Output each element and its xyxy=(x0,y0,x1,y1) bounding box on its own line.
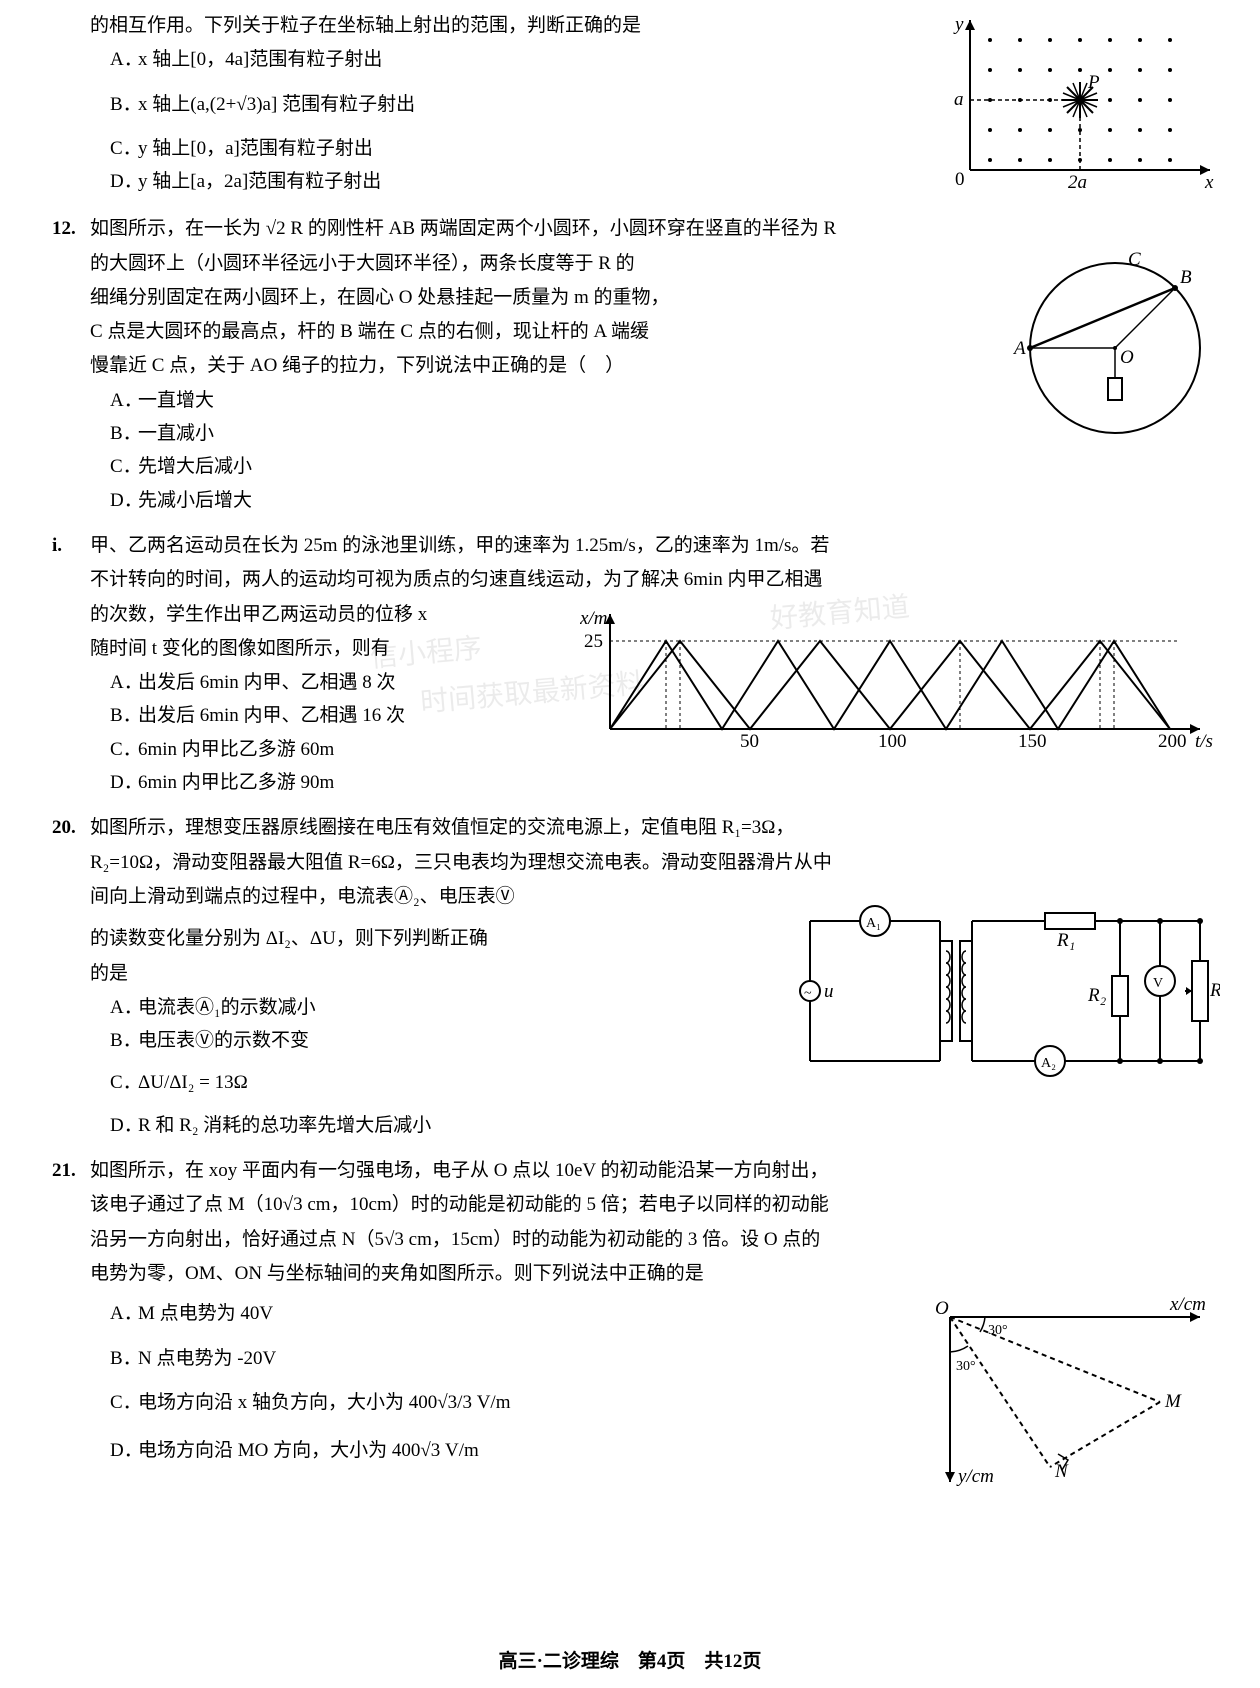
option-text: x 轴上[0，4a]范围有粒子射出 xyxy=(138,49,382,70)
label-o: O xyxy=(1120,347,1134,368)
stem-line: 如图所示，在一长为 √2 R 的刚性杆 AB 两端固定两个小圆环，小圆环穿在竖直… xyxy=(90,213,1220,245)
figure-circle-rod: A C B O xyxy=(1010,248,1220,459)
label-b: B xyxy=(1180,267,1192,288)
x-tick-2a: 2a xyxy=(1068,172,1087,190)
option-d: D．先减小后增大 xyxy=(110,485,1220,517)
x-tick: 100 xyxy=(878,731,907,752)
x-tick: 50 xyxy=(740,731,759,752)
y-axis-label: x/m xyxy=(580,608,607,629)
question-12: 12. 如图所示，在一长为 √2 R 的刚性杆 AB 两端固定两个小圆环，小圆环… xyxy=(90,213,1220,518)
figure-coordinate-particles: x y 0 xyxy=(940,10,1220,201)
option-text: x 轴上(a,(2+√3)a] 范围有粒子射出 xyxy=(138,94,415,115)
x-axis-label: t/s xyxy=(1195,731,1213,752)
stem-line: 该电子通过了点 M（10√3 cm，10cm）时的动能是初动能的 5 倍；若电子… xyxy=(90,1189,1220,1221)
source-symbol: ~ xyxy=(804,986,812,1001)
stem-line: 如图所示，在 xoy 平面内有一匀强电场，电子从 O 点以 10eV 的初动能沿… xyxy=(90,1155,1220,1187)
option-text: 先减小后增大 xyxy=(138,490,252,511)
figure-xoy-field: O x/cm y/cm M N 30° 30° xyxy=(920,1292,1220,1503)
option-text: 出发后 6min 内甲、乙相遇 8 次 xyxy=(138,672,396,693)
point-p-label: P xyxy=(1087,72,1100,93)
stem-line: 不计转向的时间，两人的运动均可视为质点的匀速直线运动，为了解决 6min 内甲乙… xyxy=(90,564,1220,596)
axis-x-label: x xyxy=(1204,172,1214,190)
y-axis-label: y/cm xyxy=(956,1466,994,1487)
y-tick: 25 xyxy=(584,631,603,652)
option-text: 6min 内甲比乙多游 90m xyxy=(138,772,334,793)
option-text: 6min 内甲比乙多游 60m xyxy=(138,739,334,760)
option-d: D．R 和 R₂ 消耗的总功率先增大后减小 xyxy=(110,1110,1220,1142)
page-footer: 高三·二诊理综 第4页 共12页 xyxy=(0,1646,1260,1678)
origin-label: 0 xyxy=(955,169,965,190)
stem-line: 电势为零，OM、ON 与坐标轴间的夹角如图所示。则下列说法中正确的是 xyxy=(90,1258,1220,1290)
option-text: y 轴上[a，2a]范围有粒子射出 xyxy=(138,171,381,192)
figure-transformer-circuit: ~ u A₁ xyxy=(790,881,1220,1112)
origin-label: O xyxy=(935,1298,949,1319)
ammeter-a1: A₁ xyxy=(866,916,881,931)
stem-line: 如图所示，理想变压器原线圈接在电压有效值恒定的交流电源上，定值电阻 R₁=3Ω， xyxy=(90,812,1220,844)
axis-y-label: y xyxy=(953,14,964,35)
source-u: u xyxy=(824,981,834,1002)
option-text: 出发后 6min 内甲、乙相遇 16 次 xyxy=(138,705,405,726)
figure-triangle-wave-chart: line x/m t/s 25 50 100 150 200 xyxy=(580,599,1220,770)
resistor-r2: R₂ xyxy=(1087,985,1107,1006)
x-axis-label: x/cm xyxy=(1169,1294,1206,1315)
question-swim: i. 信小程序 时间获取最新资料 好教育知道 甲、乙两名运动员在长为 25m 的… xyxy=(90,530,1220,800)
question-number: i. xyxy=(52,530,62,562)
option-text: 电流表Ⓐ₁的示数减小 xyxy=(138,997,316,1018)
option-text: 电场方向沿 MO 方向，大小为 400√3 V/m xyxy=(138,1440,479,1461)
ammeter-a2: A₂ xyxy=(1041,1056,1056,1071)
point-m-label: M xyxy=(1164,1391,1182,1412)
question-number: 12. xyxy=(52,213,76,245)
stem-line: 沿另一方向射出，恰好通过点 N（5√3 cm，15cm）时的动能为初动能的 3 … xyxy=(90,1224,1220,1256)
angle-1: 30° xyxy=(988,1323,1008,1338)
question-21: 21. 如图所示，在 xoy 平面内有一匀强电场，电子从 O 点以 10eV 的… xyxy=(90,1155,1220,1503)
option-text: y 轴上[0，a]范围有粒子射出 xyxy=(138,138,373,159)
option-text: M 点电势为 40V xyxy=(138,1303,273,1324)
question-number: 20. xyxy=(52,812,76,844)
label-a: A xyxy=(1012,338,1026,359)
option-text: ΔU/ΔI₂ = 13Ω xyxy=(138,1072,248,1093)
label-c: C xyxy=(1128,249,1141,270)
angle-2: 30° xyxy=(956,1359,976,1374)
question-number: 21. xyxy=(52,1155,76,1187)
y-tick-a: a xyxy=(954,89,964,110)
stem-line: 甲、乙两名运动员在长为 25m 的泳池里训练，甲的速率为 1.25m/s，乙的速… xyxy=(90,530,1220,562)
x-tick: 150 xyxy=(1018,731,1047,752)
stem-line: R₂=10Ω，滑动变阻器最大阻值 R=6Ω，三只电表均为理想交流电表。滑动变阻器… xyxy=(90,847,1220,879)
option-text: 电场方向沿 x 轴负方向，大小为 400√3/3 V/m xyxy=(138,1392,511,1413)
resistor-r: R xyxy=(1209,980,1220,1001)
option-text: 电压表Ⓥ的示数不变 xyxy=(138,1030,309,1051)
question-continuation: x y 0 xyxy=(90,10,1220,201)
option-text: 先增大后减小 xyxy=(138,456,252,477)
x-tick: 200 xyxy=(1158,731,1187,752)
option-text: 一直增大 xyxy=(138,390,214,411)
option-text: 一直减小 xyxy=(138,423,214,444)
option-text: N 点电势为 -20V xyxy=(138,1348,276,1369)
voltmeter: V xyxy=(1153,976,1163,991)
resistor-r1: R₁ xyxy=(1056,930,1075,951)
option-text: R 和 R₂ 消耗的总功率先增大后减小 xyxy=(138,1115,431,1136)
question-20: 20. 如图所示，理想变压器原线圈接在电压有效值恒定的交流电源上，定值电阻 R₁… xyxy=(90,812,1220,1143)
option-d: D．6min 内甲比乙多游 90m xyxy=(110,767,1220,799)
